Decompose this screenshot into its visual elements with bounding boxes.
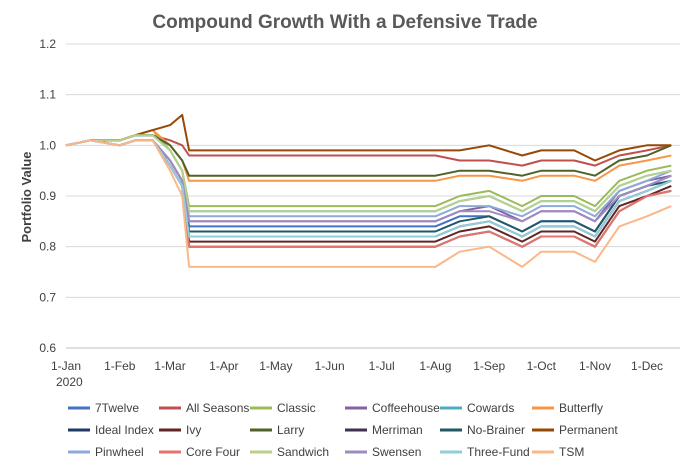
x-tick-label: 1-Jun	[315, 359, 345, 373]
legend-entry: Merriman	[372, 423, 423, 437]
legend-entry: Ivy	[186, 423, 201, 437]
y-axis-tick-labels: 0.6 0.7 0.8 0.9 1.0 1.1 1.2	[39, 37, 56, 355]
x-tick-label: 1-Mar	[154, 359, 185, 373]
x-tick-label: 1-Oct	[527, 359, 557, 373]
legend-entry: Core Four	[186, 445, 240, 459]
x-tick-label: 1-Dec	[631, 359, 663, 373]
x-axis-tick-labels: 1-Jan 1-Feb 1-Mar 1-Apr 1-May 1-Jun 1-Jul 1-Aug…	[51, 359, 663, 373]
y-tick-label: 0.6	[39, 341, 56, 355]
legend-entry: Coffeehouse	[372, 401, 440, 415]
series-lines	[65, 113, 672, 268]
legend-entry: Classic	[277, 401, 316, 415]
x-tick-label: 1-Sep	[473, 359, 505, 373]
y-tick-label: 1.0	[39, 138, 56, 152]
y-tick-label: 0.9	[39, 189, 56, 203]
x-tick-label: 1-Feb	[104, 359, 136, 373]
legend-entry: Ideal Index	[95, 423, 154, 437]
x-tick-label: 1-Jan	[51, 359, 81, 373]
legend-entry: Butterfly	[559, 401, 603, 415]
x-tick-label: 1-May	[259, 359, 292, 373]
legend: 7Twelve All Seasons Classic Coffeehouse Cowa…	[68, 401, 618, 459]
y-tick-label: 0.8	[39, 240, 56, 254]
x-tick-label: 1-Apr	[209, 359, 238, 373]
y-tick-label: 1.2	[39, 37, 56, 51]
y-tick-label: 1.1	[39, 88, 56, 102]
x-tick-label: 1-Jul	[369, 359, 395, 373]
y-axis-label: Portfolio Value	[19, 151, 34, 242]
x-tick-label: 1-Nov	[579, 359, 611, 373]
x-tick-label: 1-Aug	[419, 359, 451, 373]
legend-entry: Sandwich	[277, 445, 329, 459]
legend-entry: 7Twelve	[95, 401, 139, 415]
legend-entry: Permanent	[559, 423, 618, 437]
x-axis-year-label: 2020	[56, 375, 83, 389]
legend-entry: Pinwheel	[95, 445, 144, 459]
series-line	[65, 134, 672, 213]
series-line	[65, 129, 672, 208]
legend-entry: Three-Fund	[467, 445, 530, 459]
legend-entry: No-Brainer	[467, 423, 525, 437]
legend-entry: Swensen	[372, 445, 421, 459]
y-tick-label: 0.7	[39, 290, 56, 304]
legend-entry: Larry	[277, 423, 304, 437]
chart-title: Compound Growth With a Defensive Trade	[152, 12, 537, 33]
legend-entry: All Seasons	[186, 401, 249, 415]
series-line	[65, 139, 672, 268]
legend-entry: Cowards	[467, 401, 514, 415]
legend-entry: TSM	[559, 445, 584, 459]
